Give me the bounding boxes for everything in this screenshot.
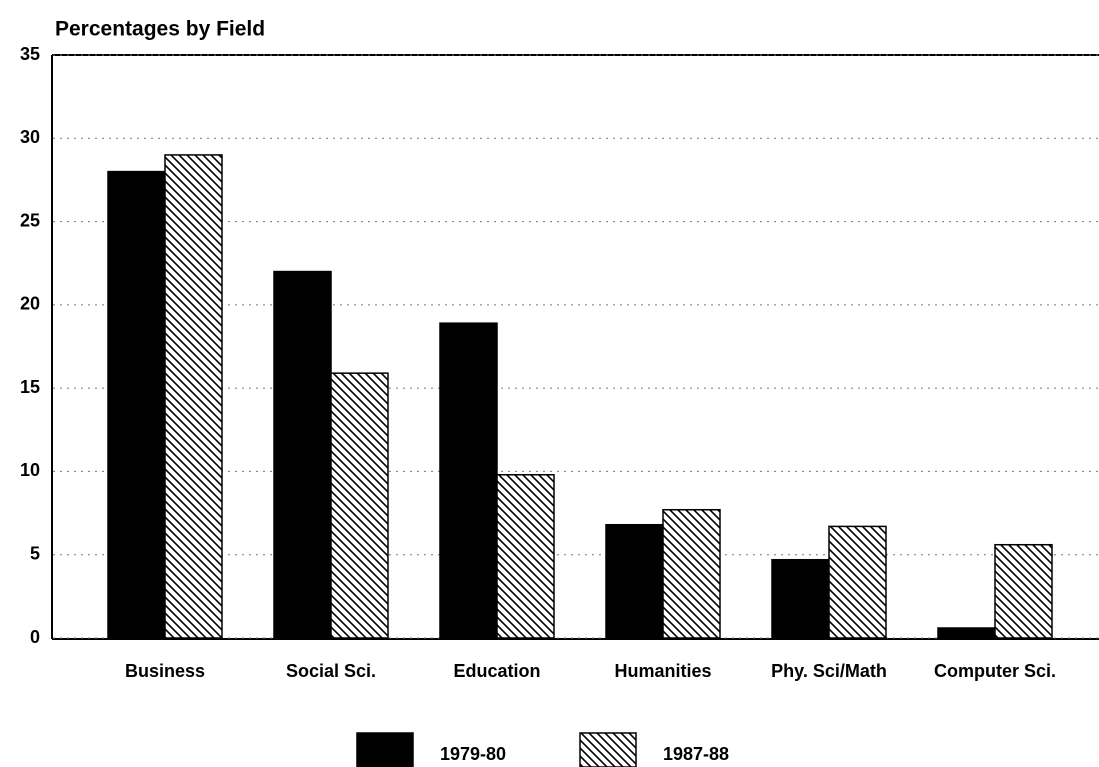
- y-tick-label: 35: [20, 44, 40, 64]
- bar: [107, 170, 166, 639]
- bar: [994, 543, 1053, 639]
- y-tick-label: 10: [20, 460, 40, 480]
- legend-label: 1979-80: [440, 744, 506, 764]
- legend-label: 1987-88: [663, 744, 729, 764]
- bar: [662, 508, 721, 639]
- y-tick-label: 0: [30, 627, 40, 647]
- x-tick-label: Business: [125, 661, 205, 681]
- bar: [439, 322, 498, 639]
- bar: [605, 523, 664, 639]
- bar: [828, 525, 887, 639]
- bar: [771, 558, 830, 639]
- bar: [273, 270, 332, 639]
- y-tick-label: 30: [20, 127, 40, 147]
- legend-swatch: [356, 732, 414, 767]
- x-tick-label: Phy. Sci/Math: [771, 661, 887, 681]
- y-tick-label: 15: [20, 377, 40, 397]
- bar: [164, 154, 223, 639]
- x-tick-label: Humanities: [614, 661, 711, 681]
- legend-swatch: [579, 732, 637, 767]
- y-tick-label: 20: [20, 294, 40, 314]
- y-tick-label: 25: [20, 210, 40, 230]
- bar: [496, 474, 555, 639]
- y-tick-label: 5: [30, 543, 40, 563]
- bar: [937, 627, 996, 639]
- bar: [330, 372, 389, 639]
- chart-title: Percentages by Field: [55, 18, 265, 41]
- x-tick-label: Education: [453, 661, 540, 681]
- x-tick-label: Computer Sci.: [934, 661, 1056, 681]
- x-tick-label: Social Sci.: [286, 661, 376, 681]
